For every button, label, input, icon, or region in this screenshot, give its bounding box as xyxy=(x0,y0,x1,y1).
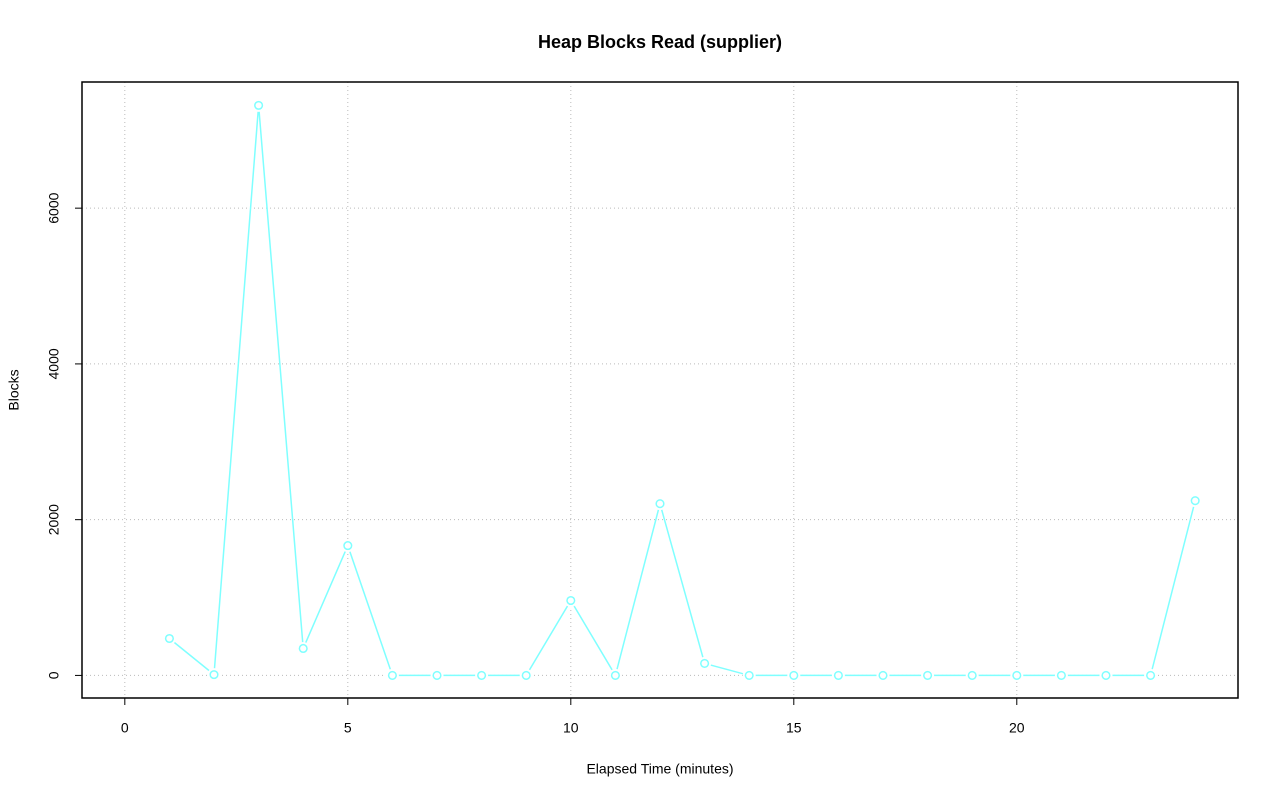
y-tick-label: 0 xyxy=(46,671,62,679)
data-point xyxy=(477,670,487,680)
y-tick-label: 4000 xyxy=(46,348,62,379)
data-point xyxy=(610,670,620,680)
x-tick-label: 5 xyxy=(344,720,352,736)
data-point xyxy=(521,670,531,680)
chart-title: Heap Blocks Read (supplier) xyxy=(538,32,782,52)
data-point xyxy=(923,670,933,680)
y-tick-label: 6000 xyxy=(46,192,62,223)
x-tick-label: 0 xyxy=(121,720,129,736)
data-point xyxy=(700,658,710,668)
data-point xyxy=(833,670,843,680)
data-point xyxy=(967,670,977,680)
data-point xyxy=(164,633,174,644)
y-tick-label: 2000 xyxy=(46,504,62,535)
series-line xyxy=(168,105,1196,678)
data-point xyxy=(1146,670,1156,680)
data-point xyxy=(566,595,576,606)
x-tick-label: 10 xyxy=(563,720,579,736)
data-point xyxy=(387,670,397,680)
data-point xyxy=(789,670,799,680)
data-point xyxy=(878,670,888,680)
data-point xyxy=(1056,670,1066,680)
x-tick-label: 20 xyxy=(1009,720,1025,736)
data-point xyxy=(432,670,442,680)
data-point xyxy=(1012,670,1022,680)
data-point xyxy=(744,670,754,680)
data-point xyxy=(655,499,665,509)
x-axis-label: Elapsed Time (minutes) xyxy=(586,761,733,777)
data-point xyxy=(254,100,264,110)
x-tick-label: 15 xyxy=(786,720,802,736)
data-point xyxy=(343,541,353,551)
data-point xyxy=(1190,496,1200,506)
y-axis-label: Blocks xyxy=(6,369,22,410)
data-point xyxy=(1101,670,1111,680)
data-point xyxy=(298,643,308,654)
plot-frame xyxy=(81,81,1239,699)
data-point xyxy=(209,670,219,680)
